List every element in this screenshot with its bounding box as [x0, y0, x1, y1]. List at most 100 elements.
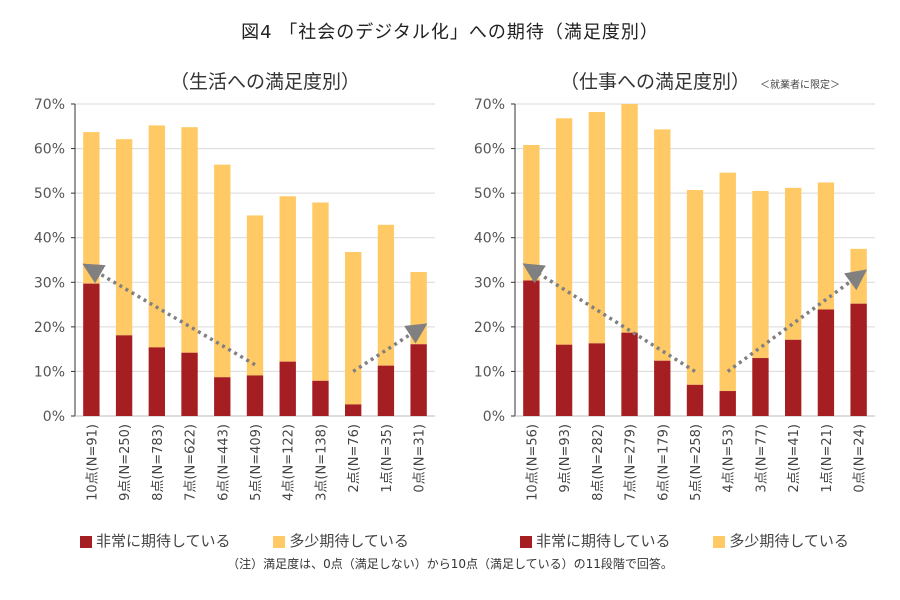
bar-very-expect [312, 380, 329, 416]
legend-label-very: 非常に期待している [536, 532, 671, 550]
legend-swatch-very [80, 535, 92, 548]
x-tick-label: 1点(N=21) [820, 424, 835, 493]
x-tick-label: 2点(N=41) [787, 424, 802, 493]
x-tick-label: 10点(N=91) [85, 424, 100, 501]
bar-very-expect [555, 344, 573, 416]
bar-very-expect [850, 303, 867, 416]
bar-very-expect [246, 375, 264, 416]
y-tick-label: 30% [474, 275, 505, 291]
left-legend: 非常に期待している 多少期待している [80, 530, 447, 551]
x-tick-label: 0点(N=31) [413, 424, 428, 493]
y-tick-label: 50% [474, 186, 505, 202]
legend-swatch-very [520, 535, 532, 548]
bar-very-expect [686, 384, 704, 416]
legend-item-very: 非常に期待している [80, 530, 231, 551]
bar-some-expect [752, 190, 769, 359]
y-tick-label: 0% [483, 409, 505, 425]
bar-some-expect [312, 202, 329, 381]
right-chart-title-text: （仕事への満足度別） [560, 71, 751, 93]
x-tick-label: 3点(N=77) [754, 424, 769, 493]
y-tick-label: 0% [43, 409, 65, 425]
bar-some-expect [588, 112, 605, 344]
bar-very-expect [654, 360, 671, 416]
x-tick-label: 3点(N=138) [314, 424, 329, 501]
left-chart-title-text: （生活への満足度別） [170, 71, 361, 93]
bar-very-expect [785, 339, 802, 416]
bar-very-expect [719, 391, 736, 416]
bar-some-expect [345, 251, 362, 405]
bar-some-expect [719, 172, 736, 392]
x-tick-label: 9点(N=250) [118, 424, 133, 501]
y-tick-label: 10% [34, 364, 65, 380]
left-chart-title: （生活への満足度別） [170, 67, 360, 94]
bar-very-expect [148, 347, 165, 416]
bar-very-expect [817, 309, 835, 416]
bar-very-expect [181, 352, 198, 416]
bar-some-expect [621, 104, 638, 333]
trend-arrow [726, 269, 868, 373]
bar-some-expect [523, 145, 540, 281]
y-tick-label: 70% [474, 97, 505, 113]
y-tick-label: 60% [474, 142, 505, 158]
bar-some-expect [115, 139, 133, 336]
right-chart-subtitle: ＜就業者に限定＞ [760, 80, 841, 91]
bar-very-expect [279, 361, 296, 416]
bar-very-expect [621, 332, 638, 416]
bar-some-expect [214, 164, 231, 378]
x-tick-label: 4点(N=53) [722, 424, 737, 493]
legend-label-very: 非常に期待している [96, 532, 231, 550]
y-tick-label: 40% [34, 231, 65, 247]
bar-very-expect [345, 404, 362, 416]
bar-some-expect [377, 224, 395, 366]
x-tick-label: 6点(N=443) [216, 424, 231, 501]
x-tick-label: 4点(N=122) [282, 424, 297, 501]
legend-item-very: 非常に期待している [520, 530, 671, 551]
x-tick-label: 5点(N=258) [689, 424, 704, 501]
y-tick-label: 30% [34, 275, 65, 291]
legend-item-some: 多少期待している [273, 530, 409, 551]
bar-very-expect [214, 377, 231, 416]
bar-some-expect [817, 182, 835, 310]
bar-very-expect [83, 283, 100, 416]
legend-label-some: 多少期待している [289, 532, 409, 550]
x-tick-label: 8点(N=282) [591, 424, 606, 501]
x-tick-label: 2点(N=76) [347, 424, 362, 493]
x-tick-label: 7点(N=279) [624, 424, 639, 501]
x-tick-label: 0点(N=24) [853, 424, 868, 493]
x-tick-label: 1点(N=35) [380, 424, 395, 493]
left-chart: 0% 10% 20% 30% 40% 50% 60% 70% 10点(N=91) 9点(N=250… [34, 97, 435, 501]
x-tick-label: 5点(N=409) [249, 424, 264, 501]
y-tick-label: 60% [34, 142, 65, 158]
x-tick-label: 10点(N=56) [525, 424, 540, 501]
bar-very-expect [115, 335, 133, 416]
bar-some-expect [83, 132, 100, 284]
y-tick-label: 10% [474, 364, 505, 380]
bar-very-expect [588, 343, 605, 416]
y-tick-label: 20% [34, 320, 65, 336]
legend-swatch-some [713, 535, 726, 548]
bar-some-expect [148, 125, 165, 348]
y-tick-label: 70% [34, 97, 65, 113]
x-tick-label: 7点(N=622) [184, 424, 199, 501]
x-tick-label: 8点(N=783) [151, 424, 166, 501]
y-tick-label: 40% [474, 231, 505, 247]
y-tick-label: 20% [474, 320, 505, 336]
legend-label-some: 多少期待している [729, 532, 849, 550]
right-legend: 非常に期待している 多少期待している [520, 530, 887, 551]
bar-very-expect [410, 344, 427, 416]
bar-some-expect [686, 190, 704, 385]
y-tick-label: 50% [34, 186, 65, 202]
trend-arrow [352, 323, 428, 373]
legend-swatch-some [273, 535, 286, 548]
right-chart-title: （仕事への満足度別） ＜就業者に限定＞ [560, 67, 840, 94]
right-chart: 0% 10% 20% 30% 40% 50% 60% 70% 10点(N=56) 9点(N=93)… [474, 97, 875, 501]
bar-some-expect [279, 196, 296, 362]
bar-very-expect [752, 358, 769, 416]
bar-some-expect [654, 129, 671, 361]
x-tick-label: 9点(N=93) [558, 424, 573, 493]
legend-item-some: 多少期待している [713, 530, 849, 551]
bar-very-expect [377, 365, 395, 416]
x-tick-label: 6点(N=179) [656, 424, 671, 501]
figure-title: 図4 「社会のデジタル化」への期待（満足度別） [241, 22, 659, 43]
